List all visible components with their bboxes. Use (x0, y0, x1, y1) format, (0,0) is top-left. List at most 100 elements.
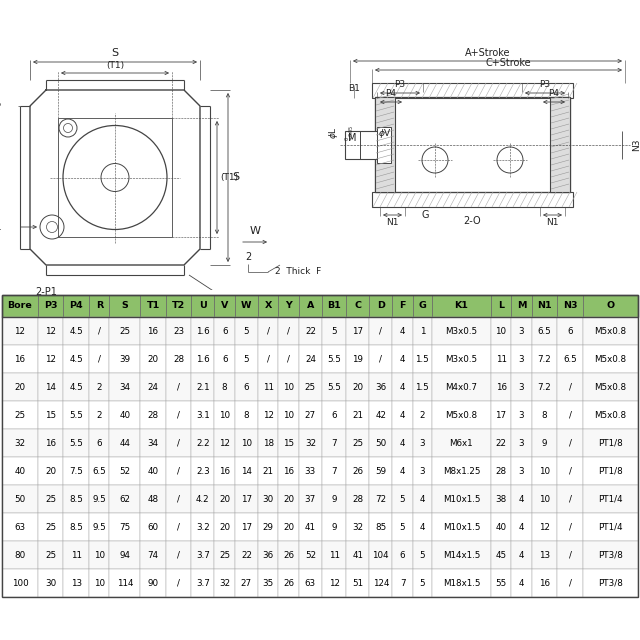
Text: 32: 32 (305, 438, 316, 447)
Bar (432, 401, 491, 429)
Bar (140, 485, 166, 513)
Text: 21: 21 (352, 410, 364, 419)
Text: M5x0.8: M5x0.8 (595, 410, 627, 419)
Text: M5x0.8: M5x0.8 (595, 355, 627, 364)
Text: /: / (380, 355, 382, 364)
Text: 12: 12 (262, 410, 274, 419)
Text: 4: 4 (400, 438, 405, 447)
Text: 124: 124 (372, 579, 389, 588)
Bar (63, 317, 89, 345)
Bar (511, 295, 532, 317)
Text: T1: T1 (147, 301, 159, 310)
Bar (299, 513, 322, 541)
Text: 12: 12 (328, 579, 340, 588)
Text: PT3/8: PT3/8 (598, 579, 623, 588)
Text: 13: 13 (539, 550, 550, 559)
Bar (322, 401, 346, 429)
Bar (109, 295, 140, 317)
Bar (89, 541, 109, 569)
Text: 63: 63 (14, 522, 26, 531)
Text: 51: 51 (352, 579, 364, 588)
Text: 10: 10 (93, 579, 105, 588)
Text: 25: 25 (45, 550, 56, 559)
Text: 3.7: 3.7 (196, 550, 210, 559)
Bar (583, 345, 638, 373)
Text: M3x0.5: M3x0.5 (445, 355, 477, 364)
Text: 4.5: 4.5 (69, 326, 83, 335)
Bar (63, 345, 89, 373)
Text: /: / (569, 495, 572, 504)
Bar (511, 345, 532, 373)
Text: O: O (607, 301, 614, 310)
Bar (235, 569, 258, 597)
Bar (532, 345, 557, 373)
Bar (392, 295, 413, 317)
Bar (432, 485, 491, 513)
Bar (491, 541, 511, 569)
Text: 41: 41 (305, 522, 316, 531)
Bar (89, 429, 109, 457)
Bar (63, 569, 89, 597)
Text: /: / (177, 522, 180, 531)
Bar (89, 401, 109, 429)
Text: B1: B1 (348, 84, 360, 93)
Bar (322, 317, 346, 345)
Text: 4: 4 (400, 410, 405, 419)
Text: 16: 16 (15, 355, 26, 364)
Text: 90: 90 (147, 579, 159, 588)
Bar (258, 569, 278, 597)
Bar (214, 401, 235, 429)
Bar (583, 295, 638, 317)
Text: 3: 3 (420, 438, 425, 447)
Text: 4: 4 (519, 522, 524, 531)
Text: 59: 59 (375, 467, 387, 476)
Bar (511, 457, 532, 485)
Text: /: / (177, 495, 180, 504)
Bar (166, 317, 191, 345)
Bar (109, 513, 140, 541)
Text: 30: 30 (45, 579, 56, 588)
Bar (432, 513, 491, 541)
Text: 10: 10 (539, 495, 550, 504)
Text: 36: 36 (262, 550, 274, 559)
Text: /: / (267, 326, 269, 335)
Text: 36: 36 (375, 383, 387, 392)
Text: 2-P1: 2-P1 (35, 287, 57, 297)
Text: 1.6: 1.6 (196, 326, 210, 335)
Bar (258, 373, 278, 401)
Text: 25: 25 (352, 438, 364, 447)
Bar (38, 541, 63, 569)
Bar (511, 513, 532, 541)
Bar (392, 513, 413, 541)
Text: 9.5: 9.5 (92, 522, 106, 531)
Bar (140, 373, 166, 401)
Text: 12: 12 (539, 522, 550, 531)
Bar (583, 373, 638, 401)
Bar (583, 513, 638, 541)
Text: M4x0.7: M4x0.7 (445, 383, 477, 392)
Bar (214, 457, 235, 485)
Text: 23: 23 (173, 326, 184, 335)
Text: N1: N1 (537, 301, 552, 310)
Text: 32: 32 (14, 438, 26, 447)
Bar (278, 295, 299, 317)
Text: 24: 24 (305, 355, 316, 364)
Text: M: M (516, 301, 526, 310)
Bar (63, 485, 89, 513)
Text: 1.5: 1.5 (415, 383, 429, 392)
Text: 7: 7 (400, 579, 405, 588)
Bar (258, 457, 278, 485)
Bar (109, 569, 140, 597)
Bar (89, 485, 109, 513)
Text: P4: P4 (548, 89, 559, 98)
Text: N3: N3 (563, 301, 577, 310)
Bar (89, 373, 109, 401)
Text: 7.5: 7.5 (69, 467, 83, 476)
Text: 8.5: 8.5 (69, 522, 83, 531)
Bar (413, 345, 432, 373)
Text: 25: 25 (305, 383, 316, 392)
Bar (140, 345, 166, 373)
Text: /: / (177, 550, 180, 559)
Text: 10: 10 (495, 326, 507, 335)
Text: 6: 6 (332, 410, 337, 419)
